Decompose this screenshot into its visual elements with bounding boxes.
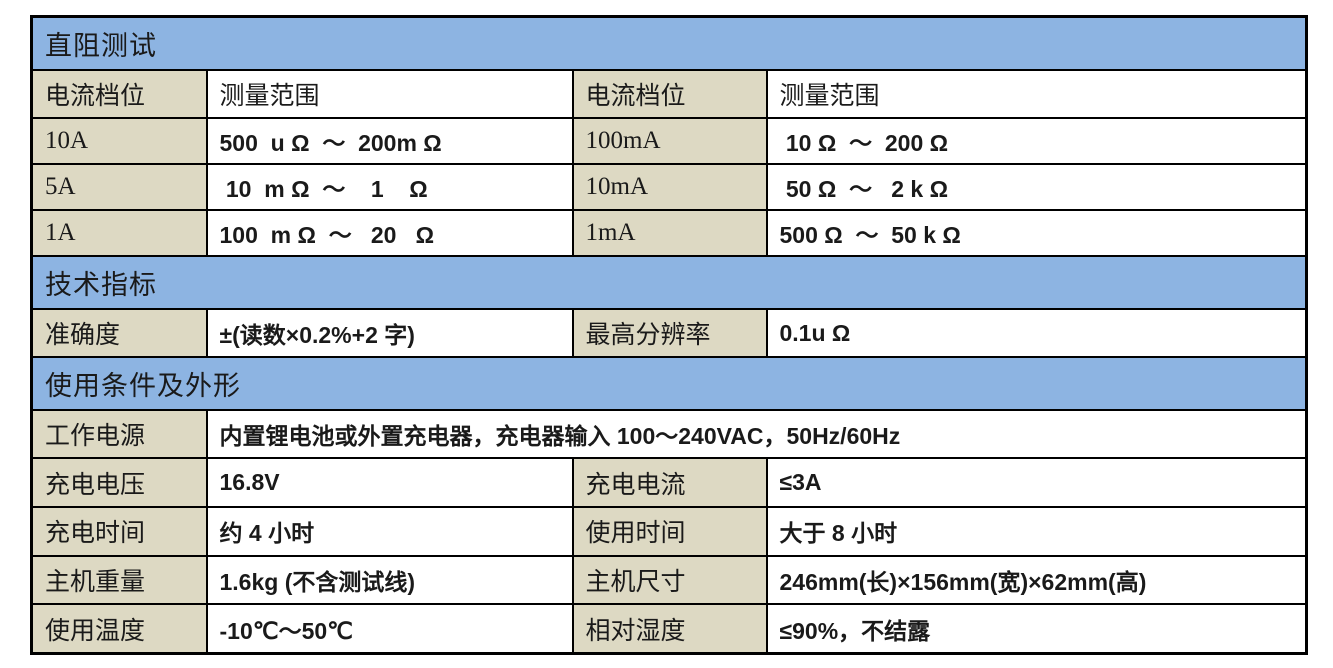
table-row-10a-100ma: 10A 500 u Ω ～ 200m Ω 100mA 10 Ω ～ 200 Ω (30, 117, 1308, 166)
spec-table: 直阻测试 电流档位 测量范围 电流档位 测量范围 10A 500 u Ω ～ 2… (30, 15, 1308, 655)
col-header-measure-range-2: 测量范围 (765, 68, 1308, 120)
cell-dimensions-value: 246mm(长)×156mm(宽)×62mm(高) (765, 554, 1308, 606)
cell-range-5a-span: 10 m Ω ～ 1 Ω (205, 163, 574, 212)
cell-humidity-label: 相对湿度 (571, 603, 768, 655)
cell-usage-time-label: 使用时间 (571, 505, 768, 557)
cell-usage-time-value: 大于 8 小时 (765, 505, 1308, 557)
cell-range-10a-span: 500 u Ω ～ 200m Ω (205, 117, 574, 166)
cell-temperature-label: 使用温度 (30, 603, 208, 655)
cell-charge-current-value: ≤3A (765, 457, 1308, 508)
cell-range-10ma: 10mA (571, 163, 768, 212)
col-header-measure-range-1: 测量范围 (205, 68, 574, 120)
cell-power-supply-label: 工作电源 (30, 408, 208, 460)
cell-weight-label: 主机重量 (30, 554, 208, 606)
cell-range-1ma: 1mA (571, 209, 768, 258)
cell-humidity-value: ≤90%，不结露 (765, 603, 1308, 655)
table-row-weight-dimensions: 主机重量 1.6kg (不含测试线) 主机尺寸 246mm(长)×156mm(宽… (30, 554, 1308, 606)
col-header-current-range-1: 电流档位 (30, 68, 208, 120)
section-title-resistance-test: 直阻测试 (30, 15, 1308, 71)
cell-resolution-label: 最高分辨率 (571, 307, 768, 359)
cell-range-100ma: 100mA (571, 117, 768, 166)
cell-charge-time-label: 充电时间 (30, 505, 208, 557)
section-row-technical-specs: 技术指标 (30, 255, 1308, 310)
cell-charge-voltage-label: 充电电压 (30, 457, 208, 508)
col-header-current-range-2: 电流档位 (571, 68, 768, 120)
table-row-charge-time-usage-time: 充电时间 约 4 小时 使用时间 大于 8 小时 (30, 505, 1308, 557)
section-row-usage-conditions: 使用条件及外形 (30, 356, 1308, 411)
table-row-1a-1ma: 1A 100 m Ω ～ 20 Ω 1mA 500 Ω ～ 50 k Ω (30, 209, 1308, 258)
table-row-power-supply: 工作电源 内置锂电池或外置充电器，充电器输入 100～240VAC，50Hz/6… (30, 408, 1308, 460)
cell-range-100ma-span: 10 Ω ～ 200 Ω (765, 117, 1308, 166)
table-row-temperature-humidity: 使用温度 -10℃～50℃ 相对湿度 ≤90%，不结露 (30, 603, 1308, 655)
cell-temperature-value: -10℃～50℃ (205, 603, 574, 655)
cell-charge-current-label: 充电电流 (571, 457, 768, 508)
cell-range-10a: 10A (30, 117, 208, 166)
column-header-row: 电流档位 测量范围 电流档位 测量范围 (30, 68, 1308, 120)
cell-power-supply-value: 内置锂电池或外置充电器，充电器输入 100～240VAC，50Hz/60Hz (205, 408, 1308, 460)
table-row-accuracy-resolution: 准确度 ±(读数×0.2%+2 字) 最高分辨率 0.1u Ω (30, 307, 1308, 359)
cell-range-1a-span: 100 m Ω ～ 20 Ω (205, 209, 574, 258)
table-row-charge-voltage-current: 充电电压 16.8V 充电电流 ≤3A (30, 457, 1308, 508)
cell-accuracy-value: ±(读数×0.2%+2 字) (205, 307, 574, 359)
cell-range-5a: 5A (30, 163, 208, 212)
cell-range-1a: 1A (30, 209, 208, 258)
cell-resolution-value: 0.1u Ω (765, 307, 1308, 359)
cell-accuracy-label: 准确度 (30, 307, 208, 359)
cell-range-1ma-span: 500 Ω ～ 50 k Ω (765, 209, 1308, 258)
section-title-usage-conditions: 使用条件及外形 (30, 356, 1308, 411)
cell-charge-time-value: 约 4 小时 (205, 505, 574, 557)
cell-charge-voltage-value: 16.8V (205, 457, 574, 508)
section-title-technical-specs: 技术指标 (30, 255, 1308, 310)
cell-range-10ma-span: 50 Ω ～ 2 k Ω (765, 163, 1308, 212)
cell-weight-value: 1.6kg (不含测试线) (205, 554, 574, 606)
table-row-5a-10ma: 5A 10 m Ω ～ 1 Ω 10mA 50 Ω ～ 2 k Ω (30, 163, 1308, 212)
section-row-resistance-test: 直阻测试 (30, 15, 1308, 71)
cell-dimensions-label: 主机尺寸 (571, 554, 768, 606)
